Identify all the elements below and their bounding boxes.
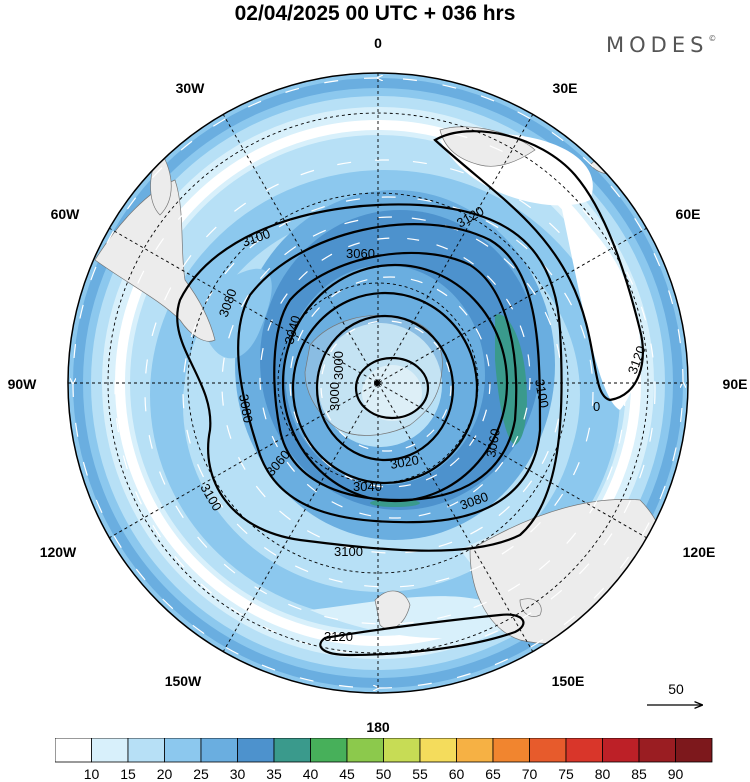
contour-label: 3080 [236,393,256,424]
colorbar-tick-label: 65 [485,766,501,782]
colorbar-tick-label: 55 [412,766,428,782]
colorbar-tick-label: 90 [668,766,684,782]
contour-3120-east [433,130,644,402]
meridian-label: 30E [553,80,578,96]
colorbar-swatch [127,738,165,763]
meridian-label: 90E [723,376,748,392]
reference-vector: 50 [647,681,702,705]
reference-vector-label: 50 [668,681,684,697]
meridian-label: 150E [552,673,585,689]
contour-label: 3100 [532,378,552,409]
colorbar-tick-label: 35 [266,766,282,782]
modes-logo: MODES© [606,33,716,57]
colorbar-swatch [383,738,421,763]
contour-3000 [354,356,430,420]
colorbar-swatch [310,738,348,763]
meridian-labels: 0 30E 60E 90E 120E 150E 180 150W 120W 90… [8,35,748,735]
meridian-label: 60W [51,206,81,222]
contour-label: 3020 [389,452,420,472]
colorbar-swatch [91,738,129,763]
colorbar-swatch [492,738,530,763]
brand-name: MODES [606,33,709,57]
colorbar-swatch [200,738,238,763]
colorbar-tick-label: 15 [120,766,136,782]
colorbar-swatch [456,738,494,763]
colorbar-tick-label: 40 [303,766,319,782]
meridian-label: 180 [366,719,390,735]
colorbar-tick-label: 45 [339,766,355,782]
contour-label: 3100 [334,544,363,559]
colorbar-swatch [55,738,92,763]
map-boundary [67,72,689,694]
colorbar: 10 15 20 25 30 35 40 45 50 55 60 65 70 75 80 85 90 [55,738,713,782]
colorbar-tick-label: 30 [230,766,246,782]
colorbar-swatch [273,738,311,763]
meridian-label: 0 [374,35,382,51]
colorbar-swatch [164,738,202,763]
colorbar-tick-label: 80 [595,766,611,782]
meridian-label: 30W [176,80,206,96]
contour-3060 [273,251,518,502]
colorbar-swatch [602,738,640,763]
brand-mark: © [708,34,717,43]
meridian-label: 60E [676,206,701,222]
colorbar-swatch [419,738,457,763]
colorbar-tick-label: 50 [376,766,392,782]
colorbar-tick-label: 60 [449,766,465,782]
contour-3020 [291,291,479,485]
colorbar-tick-label: 70 [522,766,538,782]
height-contours [176,130,644,657]
colorbar-swatch [237,738,275,763]
colorbar-swatch [529,738,567,763]
meridian-label: 120E [683,544,716,560]
colorbar-tick-label: 85 [631,766,647,782]
colorbar-swatch [346,738,384,763]
contour-3120-south [319,613,525,657]
meridian-label: 120W [40,544,77,560]
contour-3000-outer [315,314,455,462]
contour-label: 3060 [346,246,375,261]
graticule [68,73,688,693]
contour-label: 3060 [483,427,503,458]
contour-label: 3120 [324,629,353,644]
meridian-label: 90W [8,376,38,392]
colorbar-swatch [675,738,713,763]
colorbar-swatch [565,738,603,763]
map-title: 02/04/2025 00 UTC + 036 hrs [234,2,516,25]
colorbar-tick-label: 25 [193,766,209,782]
colorbar-tick-label: 10 [84,766,100,782]
tasmania [519,598,542,617]
contour-3100 [176,203,563,552]
colorbar-tick-label: 75 [558,766,574,782]
colorbar-swatch [638,738,676,763]
colorbar-tick-label: 20 [157,766,173,782]
contour-3080 [237,223,542,524]
contour-label: 3040 [281,314,303,346]
contour-label: 3000 [327,382,342,411]
low-marker: 0 [593,399,600,414]
meridian-label: 150W [165,673,202,689]
contour-label: 3000 [331,351,346,380]
contour-label: 3040 [353,479,382,494]
